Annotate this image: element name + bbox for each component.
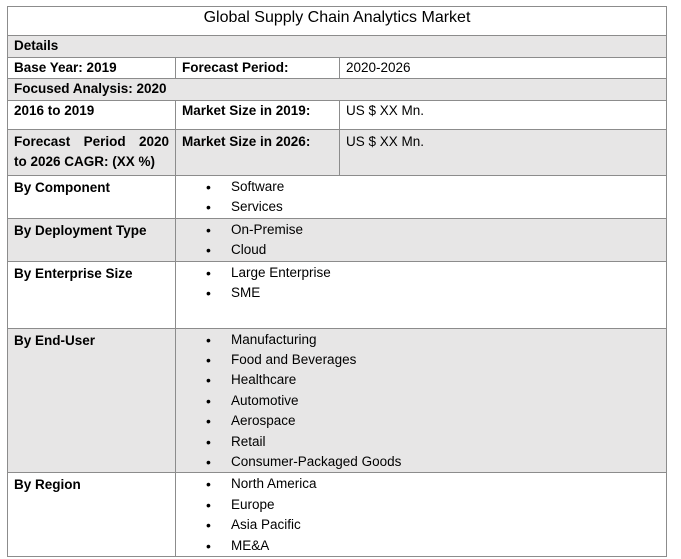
market-size-2026-value: US $ XX Mn. bbox=[339, 129, 667, 176]
segment-label-end-user: By End-User bbox=[7, 327, 176, 474]
segment-items-component: Software Services bbox=[175, 175, 667, 219]
focused-analysis-label: Focused Analysis: 2020 bbox=[7, 78, 667, 101]
list-item: SME bbox=[182, 283, 660, 304]
historical-period-label: 2016 to 2019 bbox=[7, 100, 176, 130]
base-year-label: Base Year: 2019 bbox=[7, 57, 176, 79]
list-item: Software bbox=[182, 177, 660, 198]
market-size-2019-value: US $ XX Mn. bbox=[339, 100, 667, 130]
list-item: On-Premise bbox=[182, 220, 660, 241]
details-header: Details bbox=[7, 35, 667, 58]
list-item: Healthcare bbox=[182, 370, 660, 391]
segment-items-enterprise-size: Large Enterprise SME bbox=[175, 260, 667, 329]
list-item: Manufacturing bbox=[182, 330, 660, 351]
list-item: Services bbox=[182, 197, 660, 218]
table-title: Global Supply Chain Analytics Market bbox=[7, 6, 667, 36]
segment-items-deployment: On-Premise Cloud bbox=[175, 217, 667, 262]
forecast-period-value: 2020-2026 bbox=[339, 57, 667, 79]
list-item: Cloud bbox=[182, 240, 660, 261]
segment-label-deployment: By Deployment Type bbox=[7, 217, 176, 262]
list-item: ME&A bbox=[182, 536, 660, 557]
forecast-period-label: Forecast Period: bbox=[175, 57, 340, 79]
list-item: Consumer-Packaged Goods bbox=[182, 452, 660, 473]
market-size-2019-label: Market Size in 2019: bbox=[175, 100, 340, 130]
list-item: North America bbox=[182, 474, 660, 495]
segment-label-enterprise-size: By Enterprise Size bbox=[7, 260, 176, 329]
list-item: Large Enterprise bbox=[182, 263, 660, 284]
segment-label-component: By Component bbox=[7, 175, 176, 219]
cagr-label-line1: Forecast Period 2020 bbox=[14, 134, 169, 149]
segment-items-region: North America Europe Asia Pacific ME&A bbox=[175, 472, 667, 558]
list-item: Europe bbox=[182, 495, 660, 516]
segment-label-region: By Region bbox=[7, 472, 176, 558]
list-item: Aerospace bbox=[182, 411, 660, 432]
market-summary-table: Global Supply Chain Analytics Market Det… bbox=[7, 6, 667, 558]
cagr-label-line2: to 2026 CAGR: (XX %) bbox=[14, 154, 156, 169]
cagr-label: Forecast Period 2020 to 2026 CAGR: (XX %… bbox=[7, 129, 176, 176]
segment-items-end-user: Manufacturing Food and Beverages Healthc… bbox=[175, 327, 667, 474]
list-item: Asia Pacific bbox=[182, 515, 660, 536]
list-item: Retail bbox=[182, 432, 660, 453]
list-item: Automotive bbox=[182, 391, 660, 412]
market-size-2026-label: Market Size in 2026: bbox=[175, 129, 340, 176]
list-item: Food and Beverages bbox=[182, 350, 660, 371]
